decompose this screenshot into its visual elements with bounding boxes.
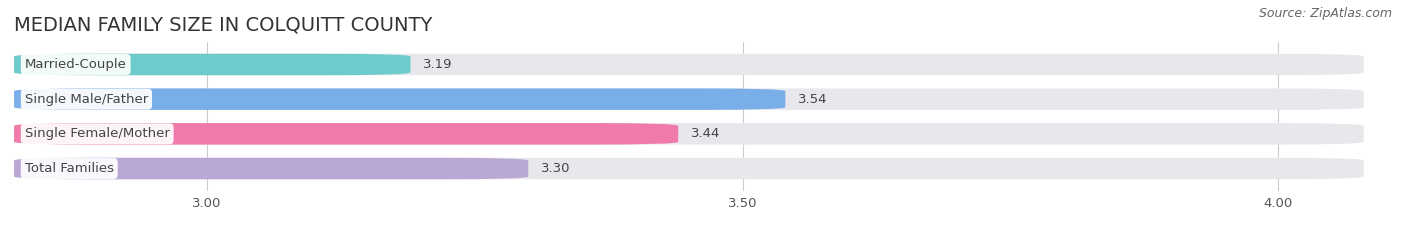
FancyBboxPatch shape — [14, 158, 529, 179]
FancyBboxPatch shape — [14, 54, 411, 75]
Text: Single Male/Father: Single Male/Father — [25, 93, 148, 106]
Text: Married-Couple: Married-Couple — [25, 58, 127, 71]
Text: Single Female/Mother: Single Female/Mother — [25, 127, 170, 140]
FancyBboxPatch shape — [14, 88, 1364, 110]
Text: Source: ZipAtlas.com: Source: ZipAtlas.com — [1258, 7, 1392, 20]
FancyBboxPatch shape — [14, 54, 1364, 75]
FancyBboxPatch shape — [14, 88, 786, 110]
Text: 3.54: 3.54 — [799, 93, 828, 106]
Text: MEDIAN FAMILY SIZE IN COLQUITT COUNTY: MEDIAN FAMILY SIZE IN COLQUITT COUNTY — [14, 16, 433, 35]
FancyBboxPatch shape — [14, 158, 1364, 179]
Text: Total Families: Total Families — [25, 162, 114, 175]
FancyBboxPatch shape — [14, 123, 1364, 145]
Text: 3.30: 3.30 — [541, 162, 571, 175]
Text: 3.44: 3.44 — [692, 127, 720, 140]
FancyBboxPatch shape — [14, 123, 678, 145]
Text: 3.19: 3.19 — [423, 58, 453, 71]
